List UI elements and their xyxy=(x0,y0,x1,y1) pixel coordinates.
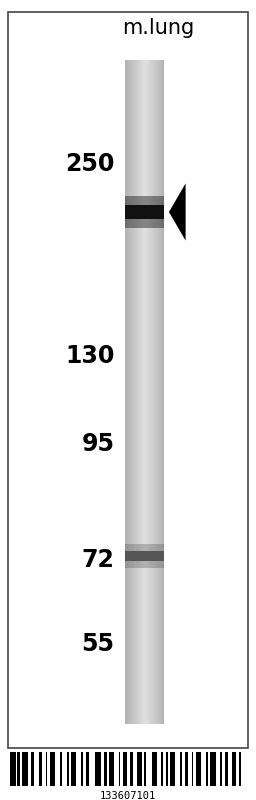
Bar xyxy=(95,752,101,786)
Bar xyxy=(125,543,164,550)
Bar xyxy=(158,60,159,724)
Bar xyxy=(142,60,143,724)
Bar xyxy=(125,205,164,219)
Bar xyxy=(125,196,164,205)
Bar xyxy=(60,752,62,786)
Bar xyxy=(153,60,154,724)
Bar xyxy=(155,60,156,724)
Bar xyxy=(71,752,76,786)
Bar xyxy=(151,60,152,724)
Bar xyxy=(109,752,114,786)
Bar xyxy=(134,60,135,724)
Bar xyxy=(10,752,16,786)
Bar xyxy=(133,60,134,724)
Bar xyxy=(156,60,157,724)
Bar xyxy=(210,752,216,786)
Bar xyxy=(140,60,141,724)
Text: m.lung: m.lung xyxy=(123,18,195,38)
Bar xyxy=(137,60,138,724)
Bar xyxy=(125,550,164,562)
Bar xyxy=(46,752,47,786)
Bar xyxy=(144,752,146,786)
Text: 72: 72 xyxy=(82,548,114,572)
Bar xyxy=(232,752,236,786)
Bar xyxy=(50,752,55,786)
Bar xyxy=(123,752,127,786)
Bar xyxy=(132,60,133,724)
Bar xyxy=(125,219,164,228)
Bar xyxy=(170,752,175,786)
Bar xyxy=(125,60,126,724)
Bar xyxy=(127,60,128,724)
Polygon shape xyxy=(169,183,186,241)
Bar xyxy=(17,752,20,786)
Bar xyxy=(141,60,142,724)
Bar xyxy=(161,60,162,724)
Bar xyxy=(86,752,89,786)
Bar xyxy=(31,752,34,786)
Bar xyxy=(126,60,127,724)
Bar xyxy=(147,60,148,724)
Bar xyxy=(81,752,83,786)
Bar xyxy=(136,60,137,724)
Bar xyxy=(150,60,151,724)
Bar xyxy=(180,752,182,786)
Bar xyxy=(166,752,168,786)
Bar xyxy=(131,60,132,724)
Bar xyxy=(225,752,228,786)
Bar xyxy=(143,60,144,724)
Bar xyxy=(22,752,28,786)
Text: 130: 130 xyxy=(65,344,114,368)
Text: 250: 250 xyxy=(65,152,114,176)
Bar xyxy=(146,60,147,724)
Bar xyxy=(67,752,69,786)
Bar xyxy=(162,60,163,724)
Bar xyxy=(130,752,133,786)
Bar xyxy=(125,562,164,569)
Bar xyxy=(154,60,155,724)
Bar xyxy=(220,752,222,786)
Bar xyxy=(145,60,146,724)
Bar xyxy=(128,60,129,724)
Bar xyxy=(38,752,42,786)
Bar xyxy=(137,752,142,786)
Bar xyxy=(196,752,201,786)
Bar xyxy=(191,752,194,786)
Bar xyxy=(159,60,161,724)
Bar xyxy=(239,752,241,786)
Bar xyxy=(148,60,150,724)
Text: 55: 55 xyxy=(82,632,114,656)
Bar xyxy=(144,60,145,724)
Bar xyxy=(104,752,107,786)
Bar xyxy=(152,752,157,786)
Text: 133607101: 133607101 xyxy=(100,791,156,800)
Bar xyxy=(125,60,164,724)
Bar xyxy=(206,752,208,786)
Bar xyxy=(157,60,158,724)
Bar xyxy=(125,543,164,550)
Bar xyxy=(135,60,136,724)
Bar xyxy=(152,60,153,724)
Bar xyxy=(139,60,140,724)
Bar xyxy=(125,196,164,205)
Bar xyxy=(125,219,164,228)
Bar xyxy=(163,60,164,724)
Text: 95: 95 xyxy=(82,432,114,456)
Bar xyxy=(130,60,131,724)
Bar xyxy=(119,752,121,786)
Bar xyxy=(185,752,188,786)
Bar xyxy=(161,752,163,786)
Bar xyxy=(125,562,164,569)
Bar xyxy=(129,60,130,724)
Bar xyxy=(138,60,139,724)
